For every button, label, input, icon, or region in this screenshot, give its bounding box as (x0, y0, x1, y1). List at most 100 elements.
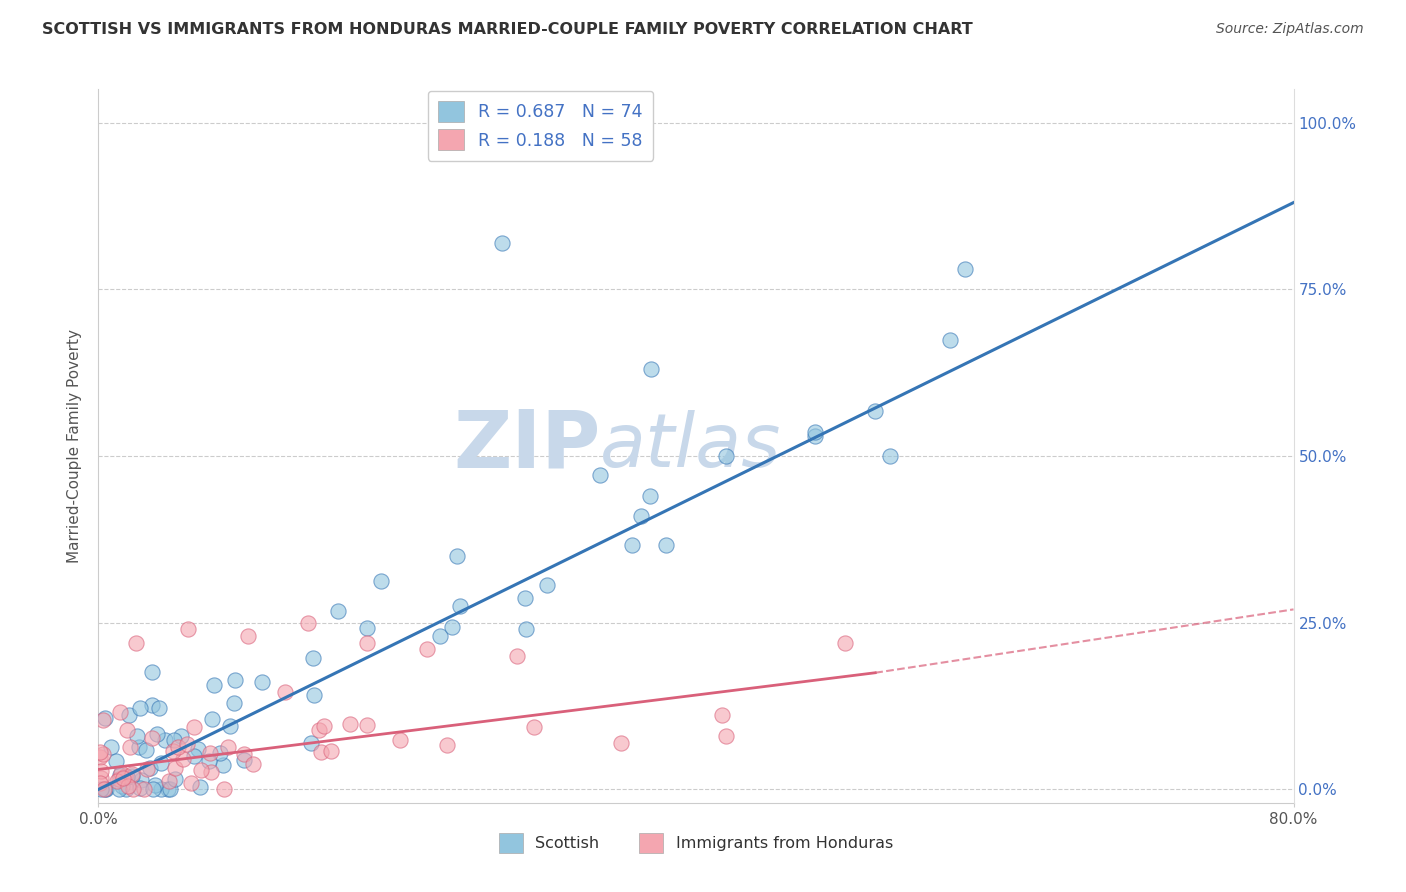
Point (218, 718, 240, 732)
Point (141, 731, 163, 746)
Point (233, 753, 256, 767)
Point (356, 621, 378, 635)
Point (167, 740, 190, 755)
Point (429, 629, 451, 643)
Point (163, 772, 186, 786)
Point (180, 775, 202, 789)
Point (186, 741, 208, 756)
Point (149, 756, 172, 770)
Point (588, 467, 610, 482)
Point (714, 449, 737, 463)
Point (523, 720, 546, 734)
Point (121, 767, 143, 781)
Point (108, 767, 131, 781)
Point (139, 761, 162, 775)
Point (440, 620, 463, 634)
Point (319, 743, 342, 757)
Point (163, 733, 186, 747)
Point (136, 762, 159, 776)
Point (111, 779, 134, 793)
Point (173, 752, 195, 766)
Point (328, 605, 350, 619)
Point (107, 772, 129, 786)
Legend: Scottish, Immigrants from Honduras: Scottish, Immigrants from Honduras (492, 827, 900, 859)
Point (416, 642, 439, 657)
Point (159, 782, 181, 797)
Point (127, 729, 149, 743)
Point (162, 744, 184, 758)
Point (108, 782, 131, 797)
Point (165, 761, 187, 775)
Point (491, 235, 513, 250)
Point (145, 727, 167, 741)
Point (388, 733, 411, 747)
Point (177, 623, 200, 637)
Point (93, 782, 115, 797)
Point (157, 774, 180, 789)
Point (94, 711, 117, 725)
Point (339, 717, 361, 731)
Point (153, 733, 176, 747)
Point (117, 780, 139, 794)
Point (201, 712, 224, 726)
Point (506, 649, 529, 664)
Point (308, 723, 330, 737)
Point (118, 707, 141, 722)
Point (274, 685, 297, 699)
Point (202, 678, 225, 692)
Point (302, 688, 325, 702)
Point (90, 764, 112, 778)
Point (93, 781, 115, 796)
Point (115, 782, 138, 797)
Point (156, 782, 179, 797)
Point (449, 599, 471, 613)
Point (89, 745, 111, 759)
Point (120, 739, 142, 754)
Point (94, 782, 117, 797)
Point (436, 739, 458, 753)
Point (865, 404, 887, 418)
Point (621, 537, 644, 551)
Point (170, 729, 193, 743)
Point (108, 705, 131, 719)
Point (121, 769, 143, 783)
Point (135, 743, 157, 757)
Point (148, 701, 170, 715)
Point (100, 740, 122, 755)
Point (89, 750, 111, 764)
Point (536, 578, 558, 592)
Point (198, 746, 221, 760)
Point (879, 449, 901, 463)
Point (939, 333, 962, 347)
Point (630, 508, 652, 523)
Point (236, 629, 259, 643)
Point (297, 615, 319, 630)
Point (446, 549, 468, 564)
Point (299, 736, 322, 750)
Point (90, 771, 112, 785)
Point (356, 636, 378, 650)
Point (242, 756, 264, 771)
Point (212, 782, 235, 797)
Point (211, 758, 233, 772)
Point (250, 675, 273, 690)
Point (131, 773, 153, 788)
Point (834, 636, 856, 650)
Point (953, 262, 976, 277)
Point (105, 754, 128, 768)
Point (91, 713, 114, 727)
Point (115, 723, 138, 737)
Point (90, 782, 112, 797)
Point (141, 665, 163, 680)
Point (142, 782, 165, 797)
Point (217, 740, 239, 755)
Point (93, 747, 115, 761)
Text: atlas: atlas (600, 410, 782, 482)
Point (198, 754, 221, 768)
Point (309, 745, 332, 759)
Point (200, 765, 222, 780)
Point (610, 736, 633, 750)
Y-axis label: Married-Couple Family Poverty: Married-Couple Family Poverty (67, 329, 83, 563)
Point (208, 746, 231, 760)
Point (183, 720, 205, 734)
